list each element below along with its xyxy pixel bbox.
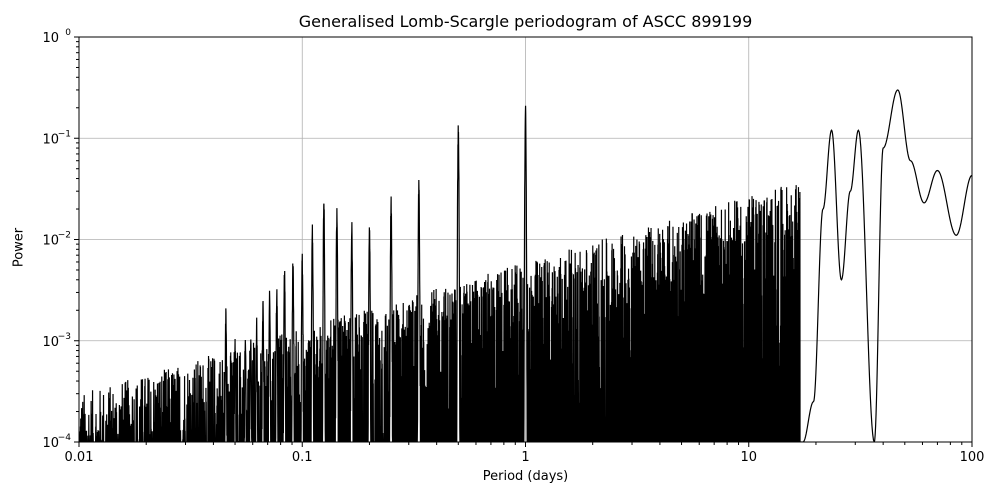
x-tick-label: 0.01 [65, 450, 94, 465]
chart-title: Generalised Lomb-Scargle periodogram of … [298, 12, 753, 31]
x-tick-label: 10 [740, 450, 757, 465]
y-tick-label: 10 [42, 234, 59, 249]
y-tick-exponent: 0 [65, 28, 71, 38]
y-tick-label: 10 [42, 335, 59, 350]
y-tick-exponent: −4 [58, 433, 72, 443]
x-axis-label: Period (days) [482, 469, 569, 484]
y-tick-label: 10 [42, 132, 59, 147]
x-tick-label: 1 [521, 450, 529, 465]
y-tick-exponent: −3 [58, 332, 71, 342]
y-tick-exponent: −2 [58, 231, 71, 241]
periodogram-line [79, 89, 972, 442]
x-tick-label: 0.1 [292, 450, 313, 465]
y-tick-label: 10 [42, 436, 59, 451]
y-tick-exponent: −1 [58, 129, 71, 139]
x-tick-label: 100 [960, 450, 985, 465]
y-tick-label: 10 [42, 31, 59, 46]
